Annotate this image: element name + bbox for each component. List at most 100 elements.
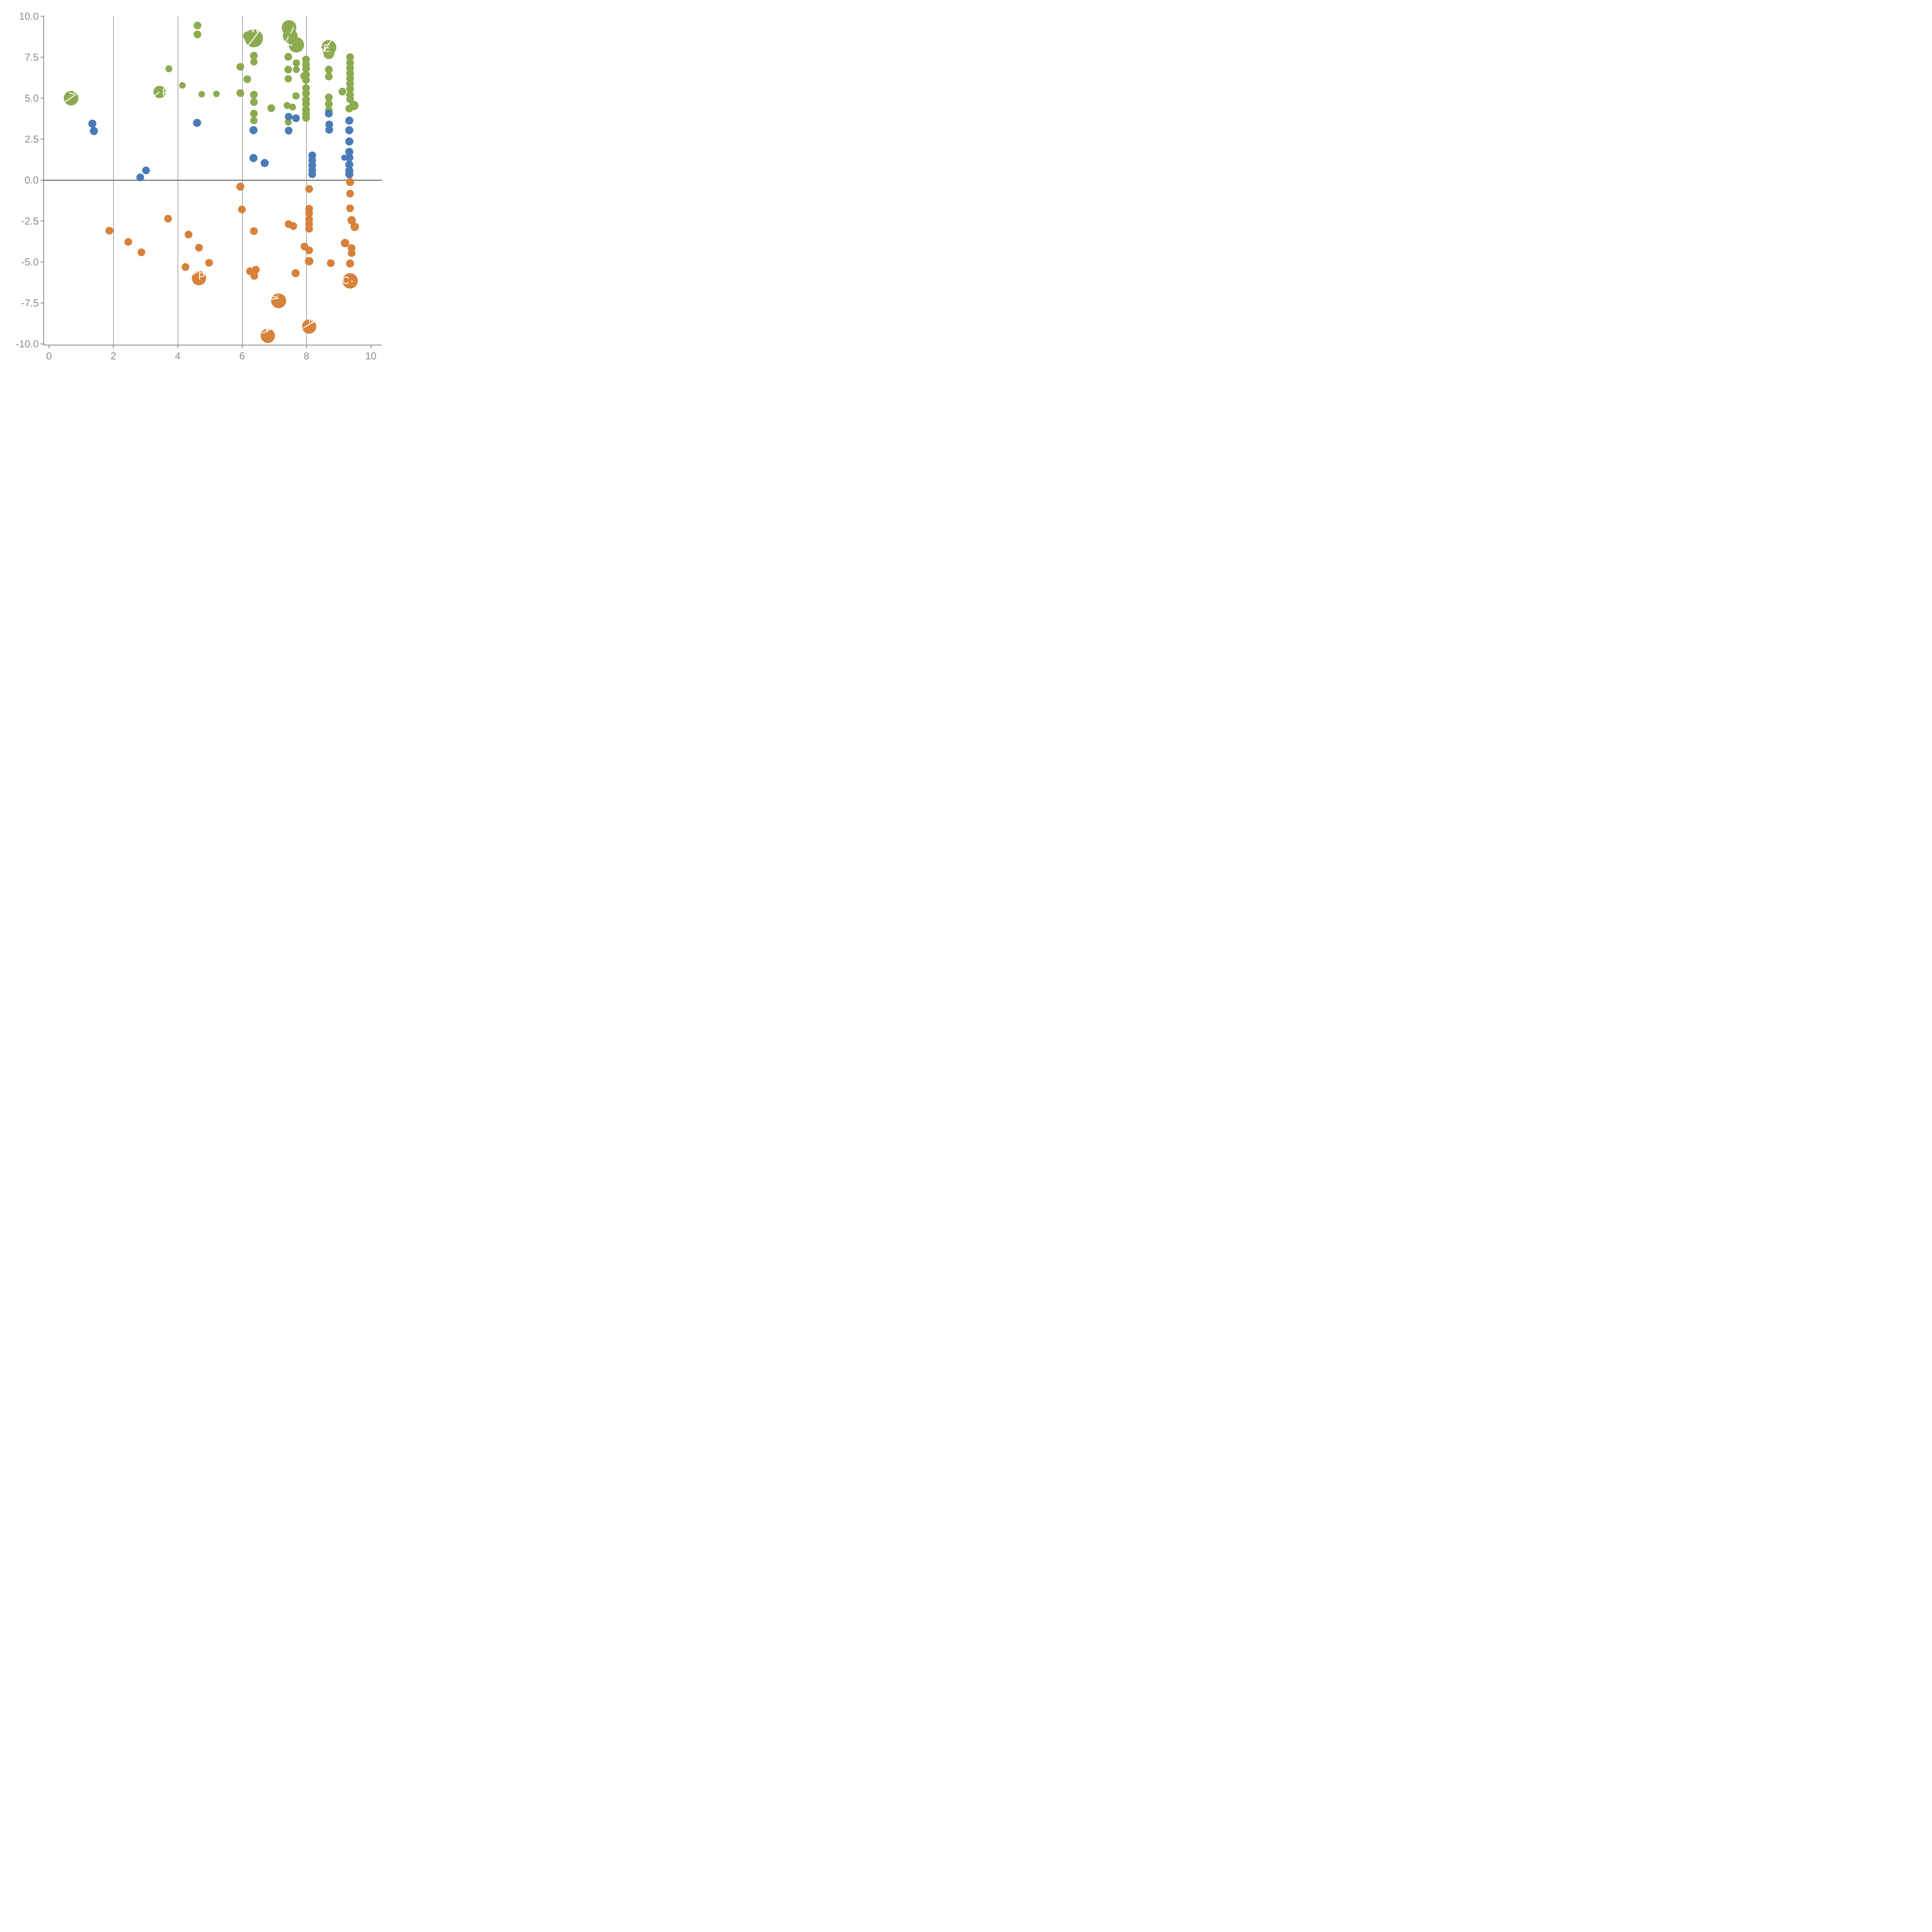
x-tick-label: 8 [303, 350, 310, 362]
data-point-green [284, 65, 292, 73]
data-point-green [293, 66, 300, 73]
data-point-green [284, 75, 292, 83]
data-point-orange [346, 178, 354, 186]
x-tick-4 [177, 345, 178, 348]
y-tick-label: 2.5 [24, 133, 39, 145]
data-point-orange [195, 243, 203, 252]
data-point-blue [249, 126, 258, 134]
data-point-green [243, 75, 251, 83]
bubble-label: W [250, 23, 260, 35]
data-point-orange [346, 204, 354, 212]
data-point-orange [271, 293, 286, 309]
y-tick-label: 10.0 [19, 10, 39, 22]
data-point-green [198, 91, 205, 98]
data-point-orange [124, 238, 132, 246]
data-point-blue [193, 119, 201, 127]
y-tick-7.5 [41, 57, 43, 58]
data-point-blue [142, 166, 150, 174]
data-point-orange [305, 185, 313, 193]
data-point-orange [305, 247, 313, 255]
data-point-green [292, 92, 300, 100]
data-point-green [349, 101, 359, 111]
bubble-label: P [162, 86, 169, 98]
data-point-green [213, 90, 220, 97]
data-point-blue [285, 113, 293, 121]
data-point-orange [137, 248, 145, 257]
annotation-leader-line [136, 91, 160, 110]
bubble-chart: 0 2 4 6 8 10 10.0 7.5 5.0 2.5 0.0 -2.5 -5.0 -7.5 -10.0… [0, 0, 386, 386]
data-point-green [289, 104, 296, 111]
data-point-green [236, 63, 244, 71]
bubble-label: S [68, 85, 76, 97]
data-point-orange [347, 216, 356, 224]
y-tick-label: -10.0 [15, 338, 39, 350]
data-point-green [250, 109, 258, 117]
data-point-green [338, 87, 346, 95]
data-point-blue [284, 127, 293, 135]
data-point-blue [325, 110, 333, 118]
data-point-blue [345, 153, 354, 162]
x-tick-8 [306, 345, 307, 348]
data-point-orange [105, 226, 113, 235]
x-tick-2 [113, 345, 114, 348]
bubble-label: C [342, 274, 350, 286]
bubble-label: P [198, 270, 205, 282]
annotation-leader-line [278, 44, 293, 46]
data-point-orange [250, 272, 259, 280]
data-point-green [284, 53, 292, 61]
data-point-green [250, 52, 258, 60]
annotation-dot [351, 280, 353, 282]
x-tick-label: 6 [239, 350, 245, 362]
data-point-green [325, 66, 333, 74]
data-point-green [302, 114, 310, 122]
data-point-orange [164, 214, 172, 223]
data-point-green [302, 90, 310, 98]
y-tick-label: -7.5 [21, 297, 39, 309]
y-tick-label: -2.5 [21, 215, 39, 227]
bubble-label: M [308, 314, 317, 326]
data-point-green [346, 85, 354, 93]
data-point-blue [90, 127, 98, 135]
y-tick-10.0 [41, 16, 43, 17]
data-point-blue [325, 126, 333, 134]
data-point-orange [289, 222, 298, 230]
data-point-orange [327, 259, 335, 267]
y-tick-5.0 [41, 98, 43, 99]
data-point-green [293, 59, 300, 67]
data-point-blue [249, 154, 258, 162]
data-point-green [267, 104, 275, 112]
x-tick-6 [242, 345, 243, 348]
data-point-green [193, 21, 201, 29]
data-point-orange [291, 269, 300, 277]
data-point-green [165, 65, 172, 72]
data-point-orange [260, 328, 275, 343]
data-point-blue [341, 155, 347, 161]
data-point-blue [345, 126, 354, 134]
data-point-blue [345, 160, 354, 169]
data-point-orange [205, 259, 213, 267]
data-point-orange [238, 205, 246, 213]
data-point-orange [347, 249, 355, 257]
data-point-blue [136, 173, 145, 181]
data-point-blue [292, 114, 300, 122]
x-tick-label: 0 [46, 350, 52, 362]
data-point-green [300, 72, 308, 80]
data-point-blue [260, 159, 269, 167]
data-point-green [325, 73, 333, 81]
data-point-green [250, 91, 258, 99]
x-tick-label: 2 [111, 350, 116, 362]
data-point-orange [346, 259, 354, 268]
data-point-orange [346, 189, 354, 197]
data-point-orange [350, 222, 359, 231]
x-tick-label: 4 [175, 350, 181, 362]
data-point-blue [345, 170, 354, 179]
data-point-orange [341, 239, 350, 248]
y-tick-label: 0.0 [24, 174, 39, 186]
data-point-orange [250, 227, 258, 235]
data-point-green [193, 30, 201, 38]
data-point-blue [88, 119, 97, 128]
data-point-green [236, 89, 244, 97]
data-point-green [325, 94, 333, 102]
y-tick-label: -5.0 [21, 256, 39, 268]
y-tick-label: 7.5 [24, 51, 39, 63]
